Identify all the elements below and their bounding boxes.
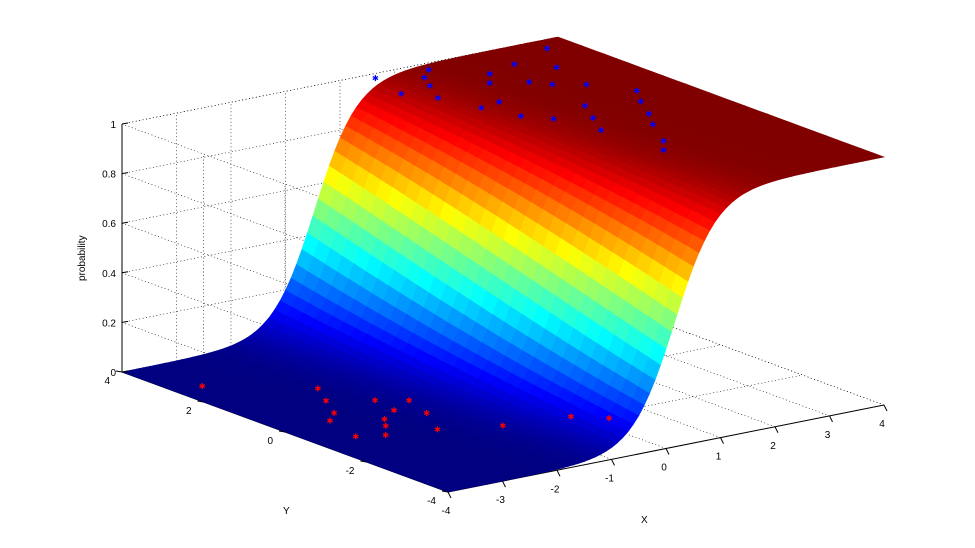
scatter-points (199, 45, 667, 440)
class-0-point (423, 409, 430, 416)
grid-line (121, 235, 559, 323)
class-0-point (331, 409, 338, 416)
class-1-point (486, 70, 493, 77)
class-1-point (660, 137, 667, 144)
x-tick (720, 437, 724, 444)
x-tick-label: 0 (661, 463, 667, 474)
z-tick (121, 271, 129, 274)
class-0-point (567, 413, 574, 420)
class-0-point (406, 397, 412, 404)
class-1-point (645, 110, 652, 117)
z-axis-label: probability (77, 235, 88, 281)
y-tick-label: 0 (267, 436, 273, 447)
class-1-point (517, 113, 524, 120)
x-axis-label: X (641, 515, 648, 526)
class-0-point (314, 385, 321, 392)
class-1-point (660, 147, 667, 154)
class-0-point (499, 422, 506, 429)
grid-line (121, 185, 559, 274)
y-tick-label: -2 (346, 466, 355, 477)
class-0-point (382, 422, 389, 429)
class-0-point (372, 397, 378, 404)
x-tick (502, 480, 506, 488)
class-0-point (352, 433, 359, 440)
x-tick (611, 459, 615, 466)
z-tick-label: 0.6 (102, 219, 116, 230)
z-tick (121, 221, 129, 224)
x-tick (556, 470, 561, 477)
x-tick (774, 426, 779, 433)
y-tick (115, 370, 123, 373)
x-tick-label: -2 (551, 484, 560, 495)
x-tick-label: -3 (496, 495, 505, 506)
class-0-point (606, 415, 612, 422)
class-1-point (421, 74, 428, 81)
class-0-point (199, 383, 206, 390)
x-tick (829, 415, 833, 423)
class-1-point (553, 64, 560, 71)
logistic-surface (120, 36, 886, 493)
x-tick (883, 404, 888, 412)
z-tick (121, 172, 129, 175)
y-tick-label: 4 (104, 376, 110, 387)
class-1-point (478, 104, 485, 111)
class-1-point (511, 61, 518, 68)
z-tick (121, 370, 129, 373)
y-tick (278, 430, 286, 433)
class-1-point (486, 80, 493, 87)
z-tick-label: 0.2 (102, 318, 116, 329)
class-1-point (581, 102, 588, 109)
class-1-point (434, 94, 441, 101)
y-axis-label: Y (283, 506, 290, 517)
class-1-point (549, 81, 556, 88)
z-tick (121, 122, 129, 125)
x-tick-label: 3 (825, 430, 831, 441)
y-tick-label: 2 (186, 406, 192, 417)
x-tick (447, 491, 452, 499)
class-1-point (425, 66, 432, 73)
z-tick-label: 1 (110, 120, 116, 131)
class-1-point (496, 98, 503, 105)
z-tick-label: 0.4 (102, 269, 116, 280)
x-tick-label: 2 (770, 441, 776, 452)
class-1-point (526, 79, 533, 86)
surface-patch (435, 486, 455, 493)
grid-line (121, 135, 559, 224)
x-tick-label: 4 (879, 419, 885, 430)
y-tick-label: -4 (427, 496, 436, 507)
class-1-point (583, 81, 590, 88)
class-1-point (372, 75, 379, 82)
class-1-point (633, 87, 640, 94)
x-tick (665, 448, 670, 455)
y-tick (197, 400, 204, 403)
grid-line (121, 86, 559, 174)
y-tick (441, 490, 449, 493)
class-0-point (323, 397, 329, 404)
class-1-point (426, 82, 433, 89)
class-0-point (381, 416, 388, 423)
class-1-point (598, 127, 604, 134)
z-tick (121, 320, 129, 323)
x-tick-label: 1 (716, 452, 722, 463)
class-1-point (550, 115, 557, 122)
class-1-point (590, 114, 596, 121)
z-tick-label: 0 (110, 368, 116, 379)
y-tick (360, 460, 367, 463)
class-0-point (327, 417, 333, 424)
x-tick-label: -4 (442, 506, 451, 517)
class-1-point (637, 98, 644, 105)
class-0-point (382, 432, 389, 439)
class-1-point (398, 90, 405, 97)
z-tick-label: 0.8 (102, 170, 116, 181)
class-0-point (391, 407, 397, 414)
class-1-point (649, 121, 656, 128)
x-tick-label: -1 (605, 473, 614, 484)
grid-line (121, 36, 559, 125)
class-1-point (544, 45, 550, 52)
class-0-point (434, 426, 441, 433)
